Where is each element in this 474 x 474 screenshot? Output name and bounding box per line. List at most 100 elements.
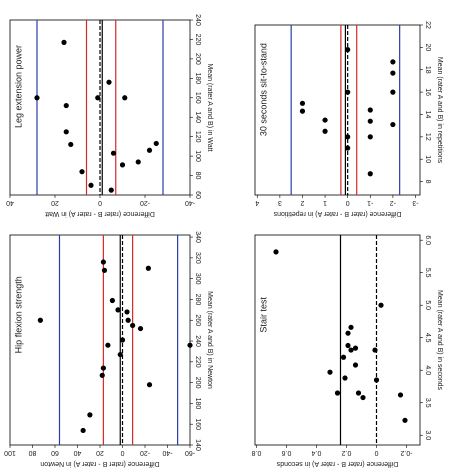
data-point — [340, 354, 347, 360]
data-point — [110, 150, 117, 156]
data-point — [105, 342, 111, 348]
mean-tick-label: 120 — [194, 131, 201, 143]
data-point — [87, 412, 93, 418]
data-point — [145, 265, 151, 271]
data-point — [88, 182, 94, 188]
mean-tick-label: 180 — [194, 72, 201, 84]
data-point — [63, 102, 69, 109]
diff-tick-label: 40 — [74, 449, 82, 456]
data-point — [299, 100, 306, 106]
mean-tick-label: 60 — [194, 191, 201, 199]
data-point — [299, 108, 306, 114]
data-point — [79, 169, 85, 175]
plot-frame — [254, 24, 421, 196]
mean-axis-label: Mean (rater A and B) in repetitions — [436, 57, 443, 164]
mean-tick-label: 5.0 — [424, 300, 431, 310]
data-point — [153, 140, 159, 147]
mean-tick-label: 340 — [194, 231, 201, 243]
data-point — [397, 392, 404, 398]
data-point — [124, 309, 130, 315]
panel-title: Leg extension power — [13, 45, 23, 128]
data-point — [390, 89, 396, 95]
mean-tick-label: 320 — [194, 252, 201, 264]
mean-tick-label: 100 — [194, 150, 201, 162]
mean-tick-label: 4.0 — [424, 365, 431, 375]
data-point — [99, 372, 105, 378]
mean-tick-label: 12 — [424, 133, 431, 141]
mean-tick-label: 300 — [194, 273, 201, 285]
data-point — [345, 342, 351, 349]
data-point — [352, 345, 359, 351]
data-point — [348, 324, 354, 330]
diff-tick-label: -20 — [140, 199, 150, 206]
mean-tick-label: 4.5 — [424, 333, 431, 343]
mean-tick-label: 160 — [194, 92, 201, 104]
mean-tick-label: 6.0 — [424, 235, 431, 245]
data-point — [95, 95, 101, 101]
data-point — [68, 141, 74, 148]
mean-tick-label: 5.5 — [424, 268, 431, 278]
diff-axis-label: Difference (rater B - rater A) in Watt — [45, 210, 155, 217]
data-point — [402, 417, 408, 423]
mean-tick-label: 10 — [424, 155, 431, 163]
data-point — [334, 390, 341, 396]
panel-title: 30 seconds sit-to-stand — [258, 43, 268, 136]
diff-tick-label: 0.8 — [252, 449, 262, 456]
data-point — [390, 121, 396, 128]
diff-tick-label: 20 — [51, 199, 59, 206]
data-point — [101, 267, 108, 273]
data-point — [345, 134, 351, 140]
diff-tick-label: -60 — [185, 449, 195, 456]
data-point — [352, 362, 359, 368]
diff-tick-label: 0 — [120, 449, 124, 456]
diff-tick-label: 100 — [4, 449, 16, 456]
data-point — [137, 325, 144, 332]
data-point — [327, 369, 333, 375]
data-point — [146, 147, 153, 153]
mean-tick-label: 220 — [194, 34, 201, 46]
diff-tick-label: -1 — [367, 199, 373, 206]
data-point — [367, 107, 373, 113]
data-point — [109, 297, 115, 304]
mean-tick-label: 20 — [424, 43, 431, 51]
diff-tick-label: 0.4 — [312, 449, 322, 456]
diff-tick-label: 80 — [29, 449, 37, 456]
diff-tick-label: 0 — [98, 199, 102, 206]
data-point — [119, 337, 126, 343]
data-point — [367, 134, 373, 140]
data-point — [367, 171, 373, 177]
data-point — [34, 95, 40, 101]
mean-axis-label: Mean (rater A and B) in Newton — [206, 291, 213, 389]
diff-tick-label: -3 — [412, 199, 418, 206]
data-point — [146, 382, 153, 388]
plot-frame — [254, 234, 421, 446]
mean-tick-label: 14 — [424, 111, 431, 119]
diff-tick-label: -40 — [185, 199, 195, 206]
mean-tick-label: 18 — [424, 66, 431, 74]
panel-title: Stair test — [258, 297, 268, 333]
data-point — [322, 128, 328, 134]
diff-tick-label: 0.2 — [342, 449, 352, 456]
mean-tick-label: 140 — [194, 111, 201, 123]
data-point — [345, 47, 351, 53]
diff-tick-label: -20 — [140, 449, 150, 456]
diff-tick-label: -0.2 — [400, 449, 412, 456]
data-point — [360, 394, 366, 401]
diff-tick-label: 20 — [96, 449, 104, 456]
data-point — [355, 390, 362, 396]
data-point — [125, 317, 131, 323]
mean-tick-label: 220 — [194, 356, 201, 368]
mean-tick-label: 16 — [424, 88, 431, 96]
mean-tick-label: 8 — [424, 180, 431, 184]
mean-tick-label: 80 — [194, 172, 201, 180]
data-point — [345, 145, 351, 151]
mean-tick-label: 260 — [194, 314, 201, 326]
data-point — [378, 302, 384, 308]
data-point — [108, 187, 114, 193]
mean-tick-label: 3.0 — [424, 430, 431, 440]
panel-title: Hip flexion strength — [13, 276, 23, 353]
data-point — [322, 117, 328, 123]
diff-tick-label: 1 — [323, 199, 327, 206]
data-point — [342, 375, 348, 381]
